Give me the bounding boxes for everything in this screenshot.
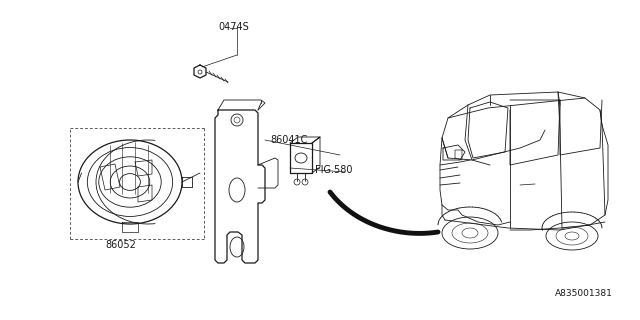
Text: 0474S: 0474S — [218, 22, 249, 32]
Text: 86041C: 86041C — [270, 135, 307, 145]
Text: 86052: 86052 — [105, 240, 136, 250]
Text: FIG.580: FIG.580 — [315, 165, 353, 175]
Text: A835001381: A835001381 — [555, 289, 613, 298]
